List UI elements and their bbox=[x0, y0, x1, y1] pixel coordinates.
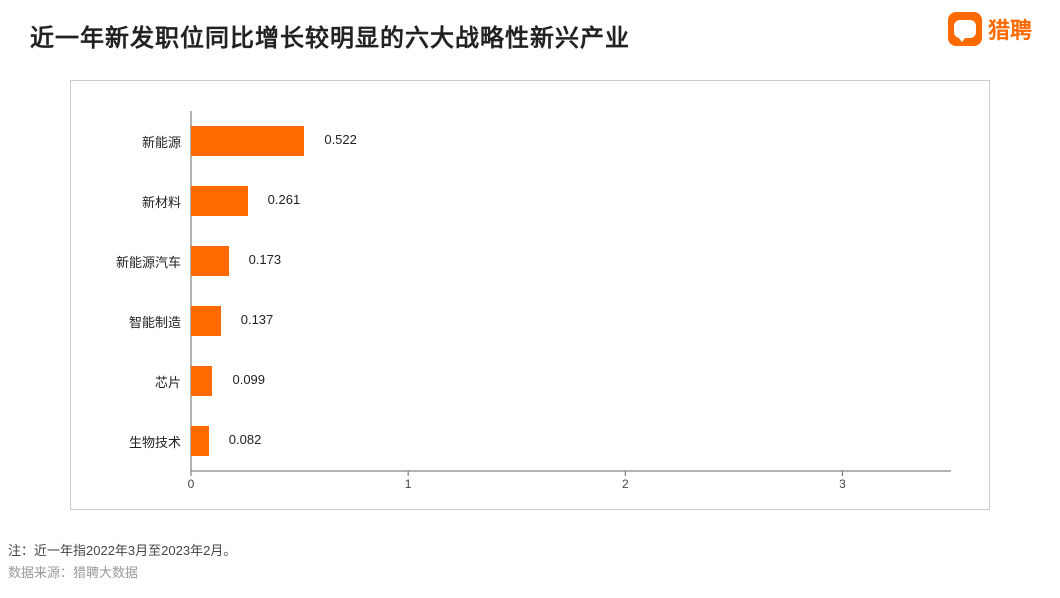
bar bbox=[191, 246, 229, 276]
brand-icon bbox=[948, 12, 982, 46]
chart-plot-area: 0123新能源0.522新材料0.261新能源汽车0.173智能制造0.137芯… bbox=[191, 111, 951, 471]
category-label: 新能源汽车 bbox=[116, 252, 181, 271]
bar bbox=[191, 306, 221, 336]
category-label: 新能源 bbox=[142, 132, 181, 151]
bar-value-label: 0.173 bbox=[249, 252, 282, 267]
category-label: 智能制造 bbox=[129, 312, 181, 331]
category-label: 新材料 bbox=[142, 192, 181, 211]
bar-value-label: 0.099 bbox=[232, 372, 265, 387]
bar bbox=[191, 126, 304, 156]
bar bbox=[191, 186, 248, 216]
page: 近一年新发职位同比增长较明显的六大战略性新兴产业 猎聘 0123新能源0.522… bbox=[0, 0, 1060, 598]
bar-value-label: 0.522 bbox=[324, 132, 357, 147]
bar-value-label: 0.137 bbox=[241, 312, 274, 327]
bar bbox=[191, 366, 212, 396]
chart-container: 0123新能源0.522新材料0.261新能源汽车0.173智能制造0.137芯… bbox=[70, 80, 990, 510]
brand-name: 猎聘 bbox=[988, 13, 1032, 45]
page-title: 近一年新发职位同比增长较明显的六大战略性新兴产业 bbox=[30, 18, 630, 53]
bar bbox=[191, 426, 209, 456]
bar-value-label: 0.082 bbox=[229, 432, 262, 447]
brand-logo: 猎聘 bbox=[948, 12, 1032, 46]
category-label: 生物技术 bbox=[129, 432, 181, 451]
footnote-note: 注：近一年指2022年3月至2023年2月。 bbox=[8, 540, 236, 559]
bar-value-label: 0.261 bbox=[268, 192, 301, 207]
speech-bubble-icon bbox=[954, 20, 976, 38]
category-label: 芯片 bbox=[155, 372, 181, 391]
footnote-source: 数据来源：猎聘大数据 bbox=[8, 562, 138, 581]
